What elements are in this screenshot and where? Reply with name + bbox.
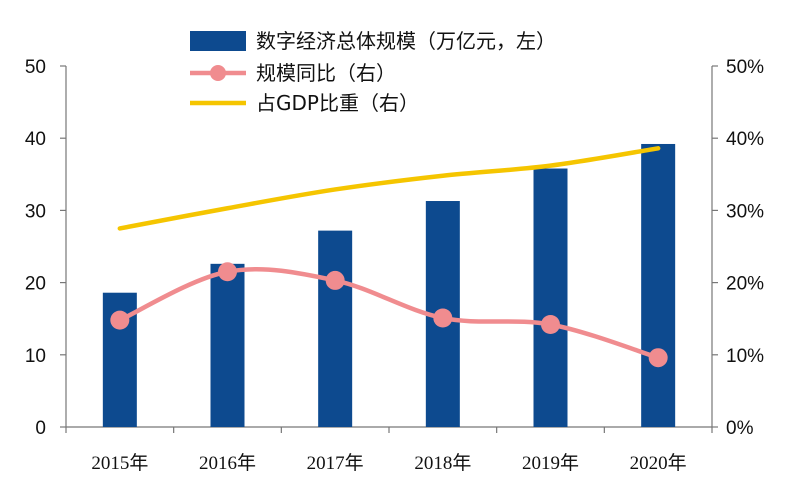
axes xyxy=(60,65,718,433)
x-tick-label: 2019年 xyxy=(522,452,579,474)
x-tick-label: 2015年 xyxy=(91,452,148,474)
yoy-marker-2020年 xyxy=(648,348,668,368)
legend-label: 规模同比（右） xyxy=(256,61,396,85)
right-tick-label: 50% xyxy=(726,57,764,78)
gdp-share-line xyxy=(117,146,661,231)
yoy-marker-2015年 xyxy=(110,310,130,330)
bar-2020年 xyxy=(641,143,676,427)
left-tick-label: 10 xyxy=(25,346,46,367)
right-tick-label: 20% xyxy=(726,274,764,295)
bar-2019年 xyxy=(533,168,568,428)
bar-2016年 xyxy=(210,263,245,427)
legend-label: 数字经济总体规模（万亿元，左） xyxy=(256,29,556,53)
right-tick-label: 40% xyxy=(726,129,764,150)
x-tick-label: 2020年 xyxy=(630,452,687,474)
legend-swatch-bar xyxy=(190,31,246,51)
tick-labels: 0 10 20 30 40 50 0% 10% 20% 30% 40% 50% 2015年 2016年 20… xyxy=(25,57,764,474)
x-tick-label: 2017年 xyxy=(307,452,364,474)
left-tick-label: 30 xyxy=(25,201,46,222)
left-tick-label: 40 xyxy=(25,129,46,150)
yoy-marker-2018年 xyxy=(433,308,453,328)
right-tick-label: 10% xyxy=(726,346,764,367)
bar-series xyxy=(102,143,676,428)
x-tick-label: 2016年 xyxy=(199,452,256,474)
right-tick-label: 30% xyxy=(726,201,764,222)
yoy-marker-2019年 xyxy=(541,314,560,334)
left-tick-label: 50 xyxy=(25,57,46,78)
yoy-marker-2017年 xyxy=(325,270,345,290)
bar-2017年 xyxy=(318,230,353,427)
x-tick-label: 2018年 xyxy=(414,452,471,474)
legend-label: 占GDP比重（右） xyxy=(256,91,419,115)
line-series xyxy=(110,146,668,368)
legend-swatch-marker xyxy=(210,65,226,81)
right-tick-label: 0% xyxy=(726,418,754,439)
yoy-marker-2016年 xyxy=(218,262,237,282)
yoy-growth-line xyxy=(117,266,661,360)
left-tick-label: 20 xyxy=(25,274,46,295)
left-tick-label: 0 xyxy=(35,418,46,439)
legend: 数字经济总体规模（万亿元，左） 规模同比（右） 占GDP比重（右） xyxy=(190,29,556,115)
